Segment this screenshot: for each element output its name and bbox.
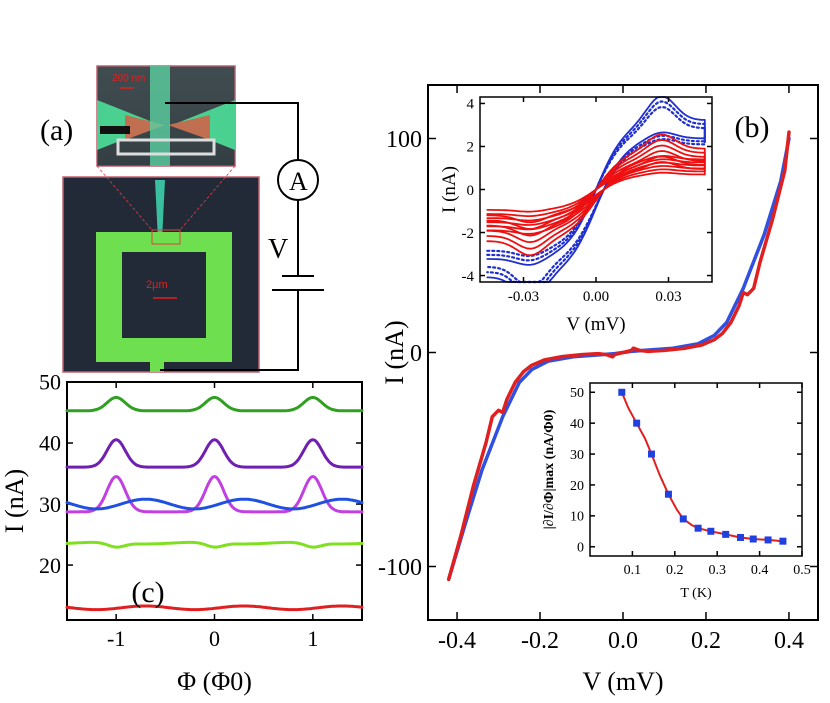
series-line-purple (65, 438, 364, 469)
data-point (694, 524, 702, 532)
y-axis-label: I (nA) (380, 320, 409, 384)
y-tick-label: 100 (386, 127, 422, 153)
data-point (647, 450, 655, 458)
series-line-red (65, 604, 364, 612)
x-tick-label: 0.1 (624, 563, 642, 578)
x-tick-label: -0.03 (508, 289, 539, 305)
x-tick-label: 0 (209, 626, 220, 651)
scale-bar-bottom: 2µm (146, 279, 168, 291)
chart-b-inset-iv: -0.03 0.00 0.03 -4 -2 0 2 4 V (mV) I (nA) (439, 96, 713, 335)
y-tick-label: -2 (462, 226, 475, 242)
data-point (779, 537, 787, 545)
y-tick-label: -100 (378, 555, 422, 581)
x-tick-label: 0.3 (708, 563, 726, 578)
panel-b-label: (b) (735, 111, 770, 144)
x-axis-label: T (K) (680, 586, 712, 601)
x-tick-label: -0.2 (521, 628, 559, 654)
x-axis-label: V (mV) (566, 314, 625, 335)
y-tick-label: 50 (39, 370, 61, 395)
data-point (664, 490, 672, 498)
series-line-red-loop-6 (486, 161, 706, 224)
x-tick-label: -0.4 (438, 628, 476, 654)
data-point (679, 515, 687, 523)
x-axis-label: Φ (Φ0) (177, 667, 252, 696)
scale-bar-top: 200 nm (112, 73, 145, 84)
series-line-measured-red (446, 130, 791, 582)
plot-frame (589, 382, 803, 557)
ammeter-label: A (289, 167, 308, 196)
x-tick-label: 0.2 (691, 628, 721, 654)
series-line-magenta (65, 475, 364, 514)
series-line-blue (65, 497, 364, 511)
data-point (749, 535, 757, 543)
y-tick-label: 10 (570, 510, 584, 525)
y-axis-label: I (nA) (439, 166, 460, 213)
y-tick-label: -4 (462, 269, 475, 285)
x-tick-label: -1 (107, 626, 125, 651)
x-tick-label: 0.4 (774, 628, 804, 654)
sem-ring-image: 2µm (62, 165, 260, 373)
y-tick-label: 2 (467, 140, 475, 156)
data-point (737, 533, 745, 541)
x-tick-label: 0.4 (751, 563, 769, 578)
y-tick-label: 4 (467, 97, 475, 113)
series-line-green (65, 395, 364, 413)
x-axis-label: V (mV) (582, 667, 663, 696)
y-tick-label: 0 (467, 183, 475, 199)
x-tick-label: 0.5 (793, 563, 811, 578)
data-point (707, 527, 715, 535)
x-tick-label: 0.03 (655, 289, 681, 305)
chart-b-inset-dIdPhi: 0.1 0.2 0.3 0.4 0.5 0 10 20 30 40 50 T (K) |∂I/∂Φ|ma… (542, 382, 811, 601)
data-point (618, 388, 626, 396)
panel-c-label: (c) (131, 576, 164, 609)
series-line-blue-loop-3 (486, 105, 706, 284)
y-tick-label: 40 (570, 417, 584, 432)
y-tick-label: 30 (570, 448, 584, 463)
y-axis-label: I (nA) (0, 469, 29, 533)
voltage-label: V (268, 234, 288, 265)
measurement-circuit (160, 102, 324, 371)
data-point (764, 536, 772, 544)
y-tick-label: 0 (577, 541, 584, 556)
data-point (633, 419, 641, 427)
x-tick-label: 0.2 (666, 563, 684, 578)
sem-zoom-image: 200 nm (96, 65, 236, 167)
y-tick-label: 50 (570, 386, 584, 401)
x-tick-label: 0.00 (583, 289, 609, 305)
chart-c-oscillations: -1 0 1 20 30 40 50 (c) Φ (Φ0) I (nA) (0, 370, 364, 696)
y-tick-label: 20 (570, 479, 584, 494)
panel-a-label: (a) (40, 114, 73, 147)
plot-frame (66, 381, 363, 621)
data-point (722, 530, 730, 538)
y-tick-label: 20 (39, 553, 61, 578)
series-line-lime (65, 540, 364, 549)
panel-a: (a) 200 nm 2µm (40, 65, 324, 373)
y-axis-label: |∂I/∂Φ|max (nA/Φ0) (542, 409, 557, 529)
y-tick-label: 0 (410, 341, 422, 367)
x-tick-label: 0.0 (608, 628, 638, 654)
y-tick-label: 30 (39, 492, 61, 517)
y-tick-label: 40 (39, 431, 61, 456)
x-tick-label: 1 (307, 626, 318, 651)
